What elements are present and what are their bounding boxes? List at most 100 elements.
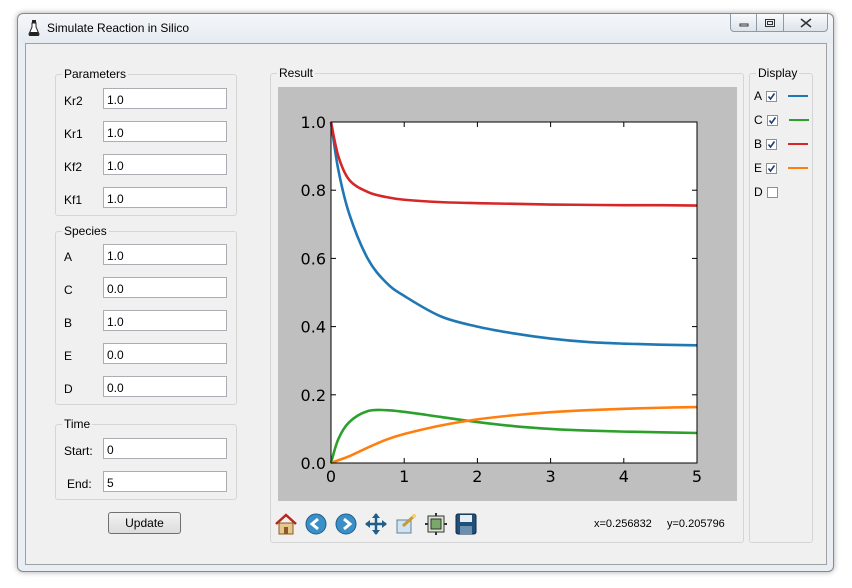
- display-row-d: D: [754, 184, 778, 200]
- save-icon: [455, 513, 476, 535]
- home-button[interactable]: [272, 510, 299, 538]
- species-group: Species: [55, 224, 237, 405]
- display-line-sample-b: [788, 143, 809, 145]
- end-input[interactable]: [103, 471, 227, 492]
- minimize-icon: [739, 23, 748, 26]
- x-tick-label: 1: [399, 467, 409, 486]
- y-tick-label: 0.2: [301, 386, 326, 405]
- parameters-title: Parameters: [62, 67, 129, 81]
- display-row-b: B: [754, 136, 809, 152]
- coord-y-readout: y=0.205796: [667, 518, 725, 530]
- param-label-kr2: Kr2: [64, 94, 83, 108]
- series-line-c: [329, 408, 698, 464]
- species-input-a[interactable]: [103, 244, 227, 265]
- pan-button[interactable]: [362, 510, 389, 538]
- display-label: C: [754, 113, 763, 127]
- display-row-a: A: [754, 88, 809, 104]
- species-input-b[interactable]: [103, 310, 227, 331]
- display-checkbox-d[interactable]: [766, 186, 778, 198]
- parameters-group: Parameters: [55, 67, 237, 216]
- checkmark-icon: [767, 164, 776, 172]
- display-row-c: C: [754, 112, 809, 128]
- param-input-kr2[interactable]: [103, 88, 227, 109]
- y-tick-label: 0.0: [301, 454, 326, 473]
- zoom-button[interactable]: [392, 510, 419, 538]
- checkmark-icon: [768, 116, 776, 124]
- param-label-kr1: Kr1: [64, 127, 83, 141]
- display-checkbox-c[interactable]: [766, 114, 778, 126]
- end-label: End:: [67, 477, 92, 491]
- x-tick-label: 3: [546, 467, 556, 486]
- home-icon: [274, 513, 297, 535]
- app-window: Simulate Reaction in Silico Parameters K…: [17, 13, 834, 572]
- y-tick-label: 0.8: [301, 181, 326, 200]
- plot-canvas[interactable]: 0 1 2 3 4 5 0.0 0.2 0.4 0.6 0.8 1.0: [278, 87, 737, 501]
- param-input-kr1[interactable]: [103, 121, 227, 142]
- param-input-kf2[interactable]: [103, 154, 227, 175]
- series-line-e: [330, 405, 698, 465]
- time-group: Time: [55, 417, 237, 500]
- minimize-button[interactable]: [730, 14, 757, 32]
- start-label: Start:: [64, 444, 93, 458]
- species-title: Species: [62, 224, 109, 238]
- plot-toolbar: [272, 510, 482, 540]
- param-label-kf1: Kf1: [64, 193, 83, 207]
- species-label-b: B: [64, 316, 73, 330]
- species-input-c[interactable]: [103, 277, 227, 298]
- window-title: Simulate Reaction in Silico: [47, 21, 190, 35]
- x-tick-label: 2: [472, 467, 482, 486]
- y-tick-label: 0.6: [301, 249, 326, 268]
- x-tick-label: 0: [326, 467, 336, 486]
- x-tick-label: 5: [692, 467, 702, 486]
- species-label-d: D: [64, 382, 73, 396]
- species-input-e[interactable]: [103, 343, 227, 364]
- display-label: D: [754, 185, 763, 199]
- display-group: Display: [749, 66, 813, 543]
- series-line-a: [329, 121, 698, 347]
- plot-frame: [330, 121, 698, 464]
- species-label-c: C: [64, 283, 73, 297]
- back-icon: [305, 513, 326, 535]
- plot-area: [331, 122, 697, 463]
- species-label-e: E: [64, 349, 73, 363]
- param-input-kf1[interactable]: [103, 187, 227, 208]
- result-group: Result: [270, 66, 744, 543]
- display-line-sample-a: [788, 95, 809, 97]
- series-line-b: [329, 121, 698, 207]
- y-tick-label: 0.4: [301, 318, 326, 337]
- title-bar[interactable]: Simulate Reaction in Silico: [18, 14, 833, 43]
- subplots-button[interactable]: [422, 510, 449, 538]
- checkmark-icon: [767, 140, 776, 148]
- forward-icon: [335, 513, 356, 535]
- display-label: B: [754, 137, 763, 151]
- start-input[interactable]: [103, 438, 227, 459]
- display-checkbox-a[interactable]: [766, 90, 778, 102]
- flask-icon: [28, 20, 40, 36]
- species-label-a: A: [64, 250, 73, 264]
- display-row-e: E: [754, 160, 809, 176]
- display-checkbox-b[interactable]: [766, 138, 778, 150]
- species-input-d[interactable]: [103, 376, 227, 397]
- result-title: Result: [277, 66, 316, 80]
- close-icon: [800, 17, 811, 28]
- time-title: Time: [62, 417, 93, 431]
- main-panel: Parameters Kr2 Kr1 Kf2 Kf1 Species A C B…: [25, 43, 827, 565]
- display-line-sample-c: [788, 119, 809, 121]
- forward-button[interactable]: [332, 510, 359, 538]
- display-checkbox-e[interactable]: [766, 162, 778, 174]
- line-chart[interactable]: 0 1 2 3 4 5 0.0 0.2 0.4 0.6 0.8 1.0: [278, 87, 737, 501]
- subplots-icon: [424, 513, 447, 535]
- save-button[interactable]: [452, 510, 479, 538]
- restore-icon: [765, 18, 775, 27]
- update-button[interactable]: Update: [108, 512, 181, 534]
- zoom-icon: [396, 514, 416, 534]
- coord-x-readout: x=0.256832: [594, 518, 652, 530]
- back-button[interactable]: [302, 510, 329, 538]
- pan-icon: [364, 513, 387, 535]
- close-button[interactable]: [784, 14, 828, 32]
- restore-button[interactable]: [757, 14, 784, 32]
- display-title: Display: [756, 66, 800, 80]
- display-label: A: [754, 89, 763, 103]
- display-line-sample-e: [788, 167, 809, 169]
- checkmark-icon: [767, 92, 776, 100]
